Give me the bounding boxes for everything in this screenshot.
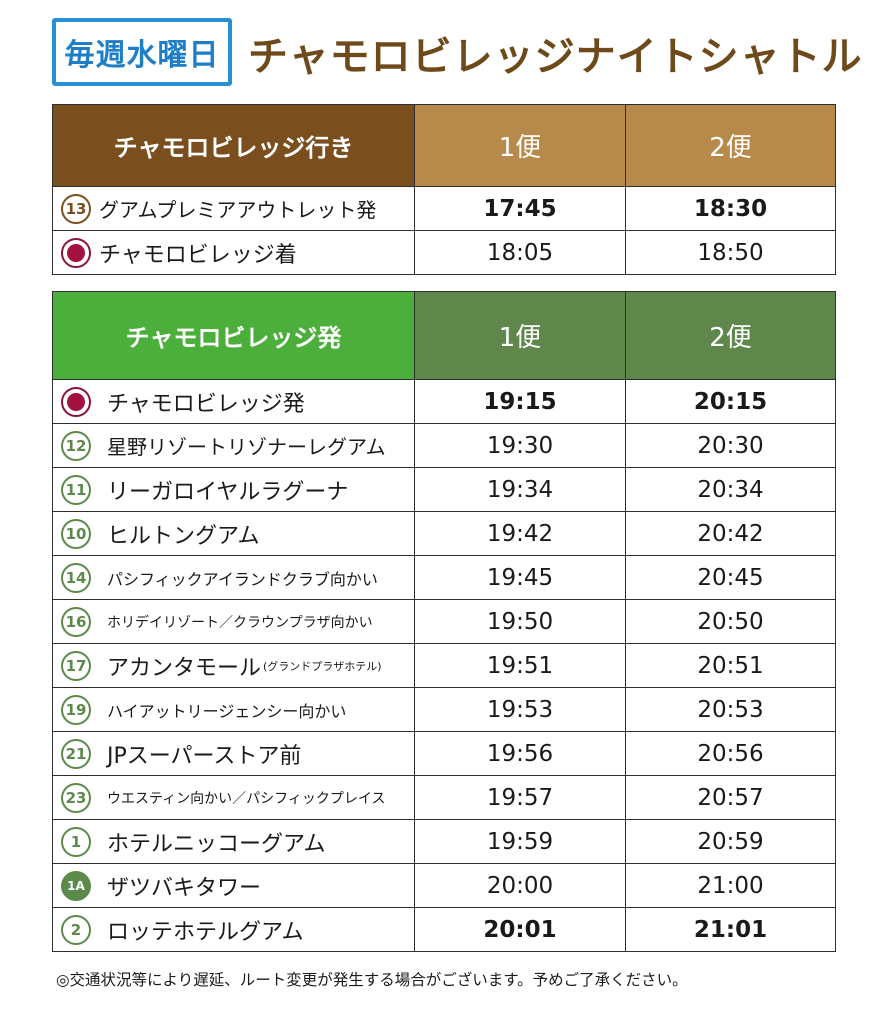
stop-number-icon: 12 (61, 430, 91, 461)
time-bin2: 20:15 (625, 379, 836, 424)
departure-time-2: 18:30 (625, 186, 836, 231)
time-bin1: 19:15 (414, 379, 626, 424)
inbound-bin2-header: 2便 (625, 104, 836, 187)
chamorro-village-dot-icon (61, 386, 91, 417)
arrival-time-1: 18:05 (414, 230, 626, 275)
table-row: 12 星野リゾートリゾナーレグアム 19:30 20:30 (52, 423, 836, 468)
time-bin2: 20:51 (625, 643, 836, 688)
table-row: 23 ウエスティン向かい／パシフィックプレイス 19:57 20:57 (52, 775, 836, 820)
stop-number-icon: 17 (61, 650, 91, 681)
footer-note: ◎交通状況等により遅延、ルート変更が発生する場合がございます。予めご了承ください… (56, 971, 688, 989)
inbound-header-row: チャモロビレッジ行き 1便 2便 (52, 104, 836, 187)
stop-number-icon: 14 (61, 562, 91, 593)
table-row: 13 グアムプレミアアウトレット発 17:45 18:30 (52, 186, 836, 231)
outbound-header-row: チャモロビレッジ発 1便 2便 (52, 291, 836, 380)
time-bin2: 20:45 (625, 555, 836, 600)
stop-number-icon: 13 (61, 193, 91, 224)
stop-number-icon: 11 (61, 474, 91, 505)
table-row: 19 ハイアットリージェンシー向かい 19:53 20:53 (52, 687, 836, 732)
stop-name: チャモロビレッジ着 (99, 242, 297, 268)
time-bin1: 19:45 (414, 555, 626, 600)
time-bin1: 20:00 (414, 863, 626, 908)
page-title: チャモロビレッジナイトシャトル (248, 34, 863, 80)
table-row: 17 アカンタモール (グランドプラザホテル) 19:51 20:51 (52, 643, 836, 688)
time-bin2: 20:42 (625, 511, 836, 556)
stop-name: チャモロビレッジ発 (107, 391, 305, 417)
time-bin2: 20:53 (625, 687, 836, 732)
table-row: 10 ヒルトングアム 19:42 20:42 (52, 511, 836, 556)
stop-number-icon: 1A (61, 870, 91, 901)
stop-number-icon: 21 (61, 738, 91, 769)
stop-name-subtitle: (グランドプラザホテル) (263, 659, 382, 673)
inbound-timetable: チャモロビレッジ行き 1便 2便 13 グアムプレミアアウトレット発 17:45… (52, 104, 836, 275)
outbound-bin2-header: 2便 (625, 291, 836, 380)
stop-name: ハイアットリージェンシー向かい (107, 701, 347, 721)
weekday-badge: 毎週水曜日 (52, 18, 232, 86)
stop-number-icon: 19 (61, 694, 91, 725)
outbound-heading: チャモロビレッジ発 (52, 291, 415, 380)
chamorro-village-dot-icon (61, 237, 91, 268)
stop-name: パシフィックアイランドクラブ向かい (107, 569, 378, 589)
time-bin1: 19:51 (414, 643, 626, 688)
time-bin2: 20:59 (625, 819, 836, 864)
table-row: 2 ロッテホテルグアム 20:01 21:01 (52, 907, 836, 952)
table-row: 14 パシフィックアイランドクラブ向かい 19:45 20:45 (52, 555, 836, 600)
stop-name: ザツバキタワー (107, 875, 262, 901)
stop-name: アカンタモール (107, 655, 262, 681)
stop-name: ホリデイリゾート／クラウンプラザ向かい (107, 614, 373, 631)
table-row: 11 リーガロイヤルラグーナ 19:34 20:34 (52, 467, 836, 512)
time-bin2: 20:56 (625, 731, 836, 776)
time-bin2: 20:30 (625, 423, 836, 468)
inbound-bin1-header: 1便 (414, 104, 626, 187)
stop-name: ウエスティン向かい／パシフィックプレイス (107, 790, 386, 807)
time-bin2: 20:34 (625, 467, 836, 512)
departure-time-1: 17:45 (414, 186, 626, 231)
table-row: 1 ホテルニッコーグアム 19:59 20:59 (52, 819, 836, 864)
stop-number-icon: 16 (61, 606, 91, 637)
time-bin2: 20:50 (625, 599, 836, 644)
time-bin1: 20:01 (414, 907, 626, 952)
stop-name: グアムプレミアアウトレット発 (99, 198, 377, 222)
stop-name: 星野リゾートリゾナーレグアム (107, 435, 386, 459)
time-bin1: 19:42 (414, 511, 626, 556)
table-row: 21 JPスーパーストア前 19:56 20:56 (52, 731, 836, 776)
outbound-bin1-header: 1便 (414, 291, 626, 380)
table-row: チャモロビレッジ発 19:15 20:15 (52, 379, 836, 424)
inbound-heading: チャモロビレッジ行き (52, 104, 415, 187)
time-bin1: 19:57 (414, 775, 626, 820)
arrival-time-2: 18:50 (625, 230, 836, 275)
table-row: チャモロビレッジ着 18:05 18:50 (52, 230, 836, 275)
time-bin1: 19:56 (414, 731, 626, 776)
stop-name: JPスーパーストア前 (107, 743, 302, 769)
time-bin1: 19:53 (414, 687, 626, 732)
stop-number-icon: 2 (61, 914, 91, 945)
outbound-timetable: チャモロビレッジ発 1便 2便 チャモロビレッジ発 19:15 20:15 12… (52, 291, 836, 952)
time-bin2: 20:57 (625, 775, 836, 820)
stop-name: ロッテホテルグアム (107, 919, 304, 945)
stop-name: リーガロイヤルラグーナ (107, 479, 349, 505)
time-bin2: 21:00 (625, 863, 836, 908)
stop-name: ホテルニッコーグアム (107, 831, 326, 857)
time-bin1: 19:59 (414, 819, 626, 864)
time-bin1: 19:50 (414, 599, 626, 644)
table-row: 1A ザツバキタワー 20:00 21:00 (52, 863, 836, 908)
table-row: 16 ホリデイリゾート／クラウンプラザ向かい 19:50 20:50 (52, 599, 836, 644)
time-bin2: 21:01 (625, 907, 836, 952)
stop-number-icon: 23 (61, 782, 91, 813)
time-bin1: 19:30 (414, 423, 626, 468)
stop-number-icon: 10 (61, 518, 91, 549)
time-bin1: 19:34 (414, 467, 626, 512)
stop-number-icon: 1 (61, 826, 91, 857)
stop-name: ヒルトングアム (107, 523, 260, 549)
